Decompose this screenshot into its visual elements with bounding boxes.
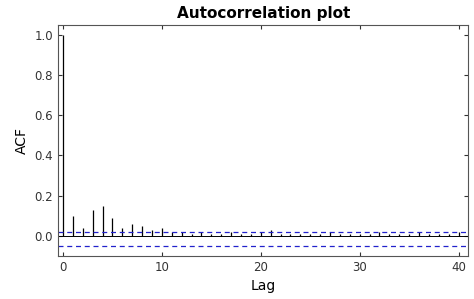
X-axis label: Lag: Lag <box>251 280 276 293</box>
Title: Autocorrelation plot: Autocorrelation plot <box>177 6 350 21</box>
Y-axis label: ACF: ACF <box>15 127 29 154</box>
